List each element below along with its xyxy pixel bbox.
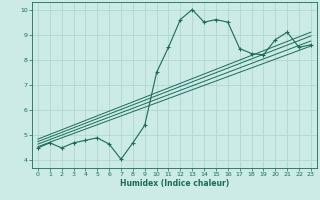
X-axis label: Humidex (Indice chaleur): Humidex (Indice chaleur) [120, 179, 229, 188]
